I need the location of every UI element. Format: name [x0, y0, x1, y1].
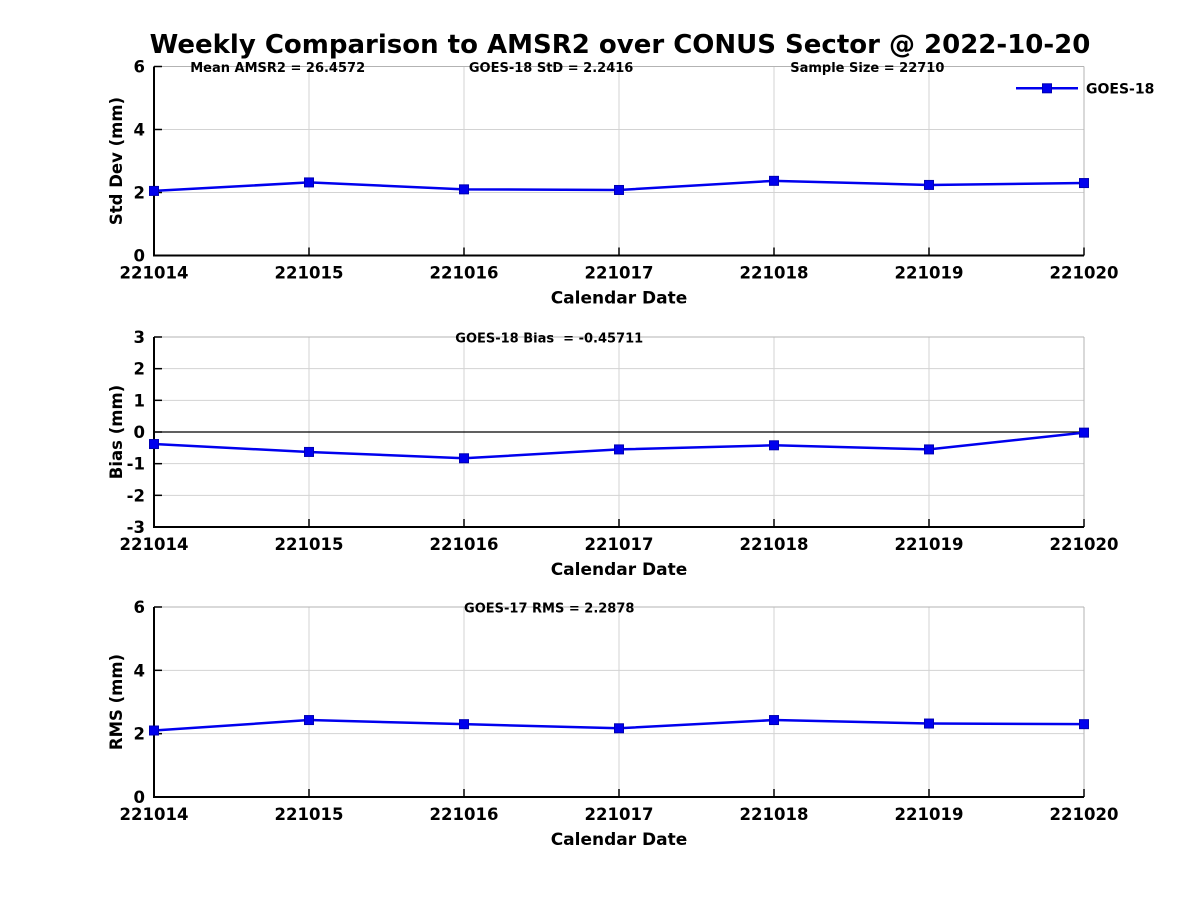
x-tick-label: 221014 — [120, 264, 189, 283]
legend: GOES-18 — [1016, 81, 1154, 97]
x-tick-label: 221016 — [430, 805, 499, 824]
x-tick-label: 221014 — [120, 805, 189, 824]
y-tick-label: 1 — [134, 391, 145, 410]
x-tick-label: 221018 — [740, 264, 809, 283]
x-tick-label: 221016 — [430, 264, 499, 283]
y-axis-title: RMS (mm) — [107, 654, 126, 750]
x-tick-label: 221015 — [275, 535, 344, 554]
data-point-marker — [924, 718, 934, 729]
legend-marker — [1042, 83, 1052, 94]
data-point-marker — [614, 444, 624, 455]
data-point-marker — [1079, 178, 1089, 189]
data-point-marker — [1079, 719, 1089, 730]
y-tick-label: 3 — [134, 328, 145, 347]
data-point-marker — [304, 446, 314, 457]
y-tick-label: 2 — [134, 725, 145, 744]
chart-rms: 0 2 4 6 221014 221015 221016 221017 221018 221019… — [107, 598, 1118, 850]
x-tick-label: 221014 — [120, 535, 189, 554]
y-tick-label: 0 — [134, 423, 145, 442]
data-point-marker — [149, 185, 159, 196]
data-point-marker — [149, 725, 159, 736]
x-tick-label: 221017 — [585, 264, 654, 283]
y-tick-label: -1 — [127, 455, 145, 474]
x-tick-label: 221019 — [895, 264, 964, 283]
annotation: Sample Size = 22710 — [790, 61, 944, 76]
x-axis-title: Calendar Date — [551, 289, 688, 309]
x-axis-title: Calendar Date — [551, 830, 688, 850]
x-tick-label: 221018 — [740, 805, 809, 824]
data-point-marker — [924, 179, 934, 190]
y-tick-label: 4 — [134, 121, 145, 140]
data-point-marker — [149, 439, 159, 450]
y-tick-label: -3 — [127, 518, 145, 537]
x-tick-label: 221017 — [585, 805, 654, 824]
y-axis-title: Bias (mm) — [107, 385, 126, 479]
x-tick-label: 221020 — [1050, 805, 1119, 824]
data-point-marker — [769, 715, 779, 726]
x-tick-label: 221017 — [585, 535, 654, 554]
y-tick-label: 0 — [134, 247, 145, 266]
data-point-marker — [769, 175, 779, 186]
x-tick-label: 221015 — [275, 805, 344, 824]
data-point-marker — [769, 440, 779, 451]
y-tick-label: 2 — [134, 360, 145, 379]
data-point-marker — [924, 444, 934, 455]
x-tick-label: 221016 — [430, 535, 499, 554]
figure-title: Weekly Comparison to AMSR2 over CONUS Se… — [149, 30, 1091, 60]
annotation: GOES-18 Bias = -0.45711 — [455, 332, 643, 347]
x-tick-label: 221019 — [895, 535, 964, 554]
x-tick-label: 221020 — [1050, 535, 1119, 554]
y-tick-label: 6 — [134, 598, 145, 617]
annotation: GOES-18 StD = 2.2416 — [469, 61, 633, 76]
chart-bias: -3 -2 -1 0 1 2 3 221014 221015 221016 221017 221018… — [107, 328, 1118, 580]
data-point-marker — [304, 177, 314, 188]
data-point-marker — [459, 453, 469, 464]
y-tick-label: 6 — [134, 58, 145, 77]
chart-std-dev: 0 2 4 6 221014 221015 221016 221017 221018 221019… — [107, 58, 1154, 309]
x-tick-label: 221015 — [275, 264, 344, 283]
y-tick-label: 0 — [134, 788, 145, 807]
y-tick-label: 2 — [134, 184, 145, 203]
x-axis-title: Calendar Date — [551, 560, 688, 580]
data-point-marker — [459, 719, 469, 730]
x-tick-label: 221020 — [1050, 264, 1119, 283]
y-tick-label: -2 — [127, 486, 145, 505]
x-tick-label: 221018 — [740, 535, 809, 554]
annotation: Mean AMSR2 = 26.4572 — [190, 61, 365, 76]
annotation: GOES-17 RMS = 2.2878 — [464, 602, 634, 617]
x-tick-label: 221019 — [895, 805, 964, 824]
data-point-marker — [304, 715, 314, 726]
data-point-marker — [614, 723, 624, 734]
y-tick-label: 4 — [134, 661, 145, 680]
data-point-marker — [614, 184, 624, 195]
y-axis-title: Std Dev (mm) — [107, 97, 126, 225]
legend-label: GOES-18 — [1086, 81, 1154, 97]
data-point-marker — [459, 184, 469, 195]
data-point-marker — [1079, 427, 1089, 438]
